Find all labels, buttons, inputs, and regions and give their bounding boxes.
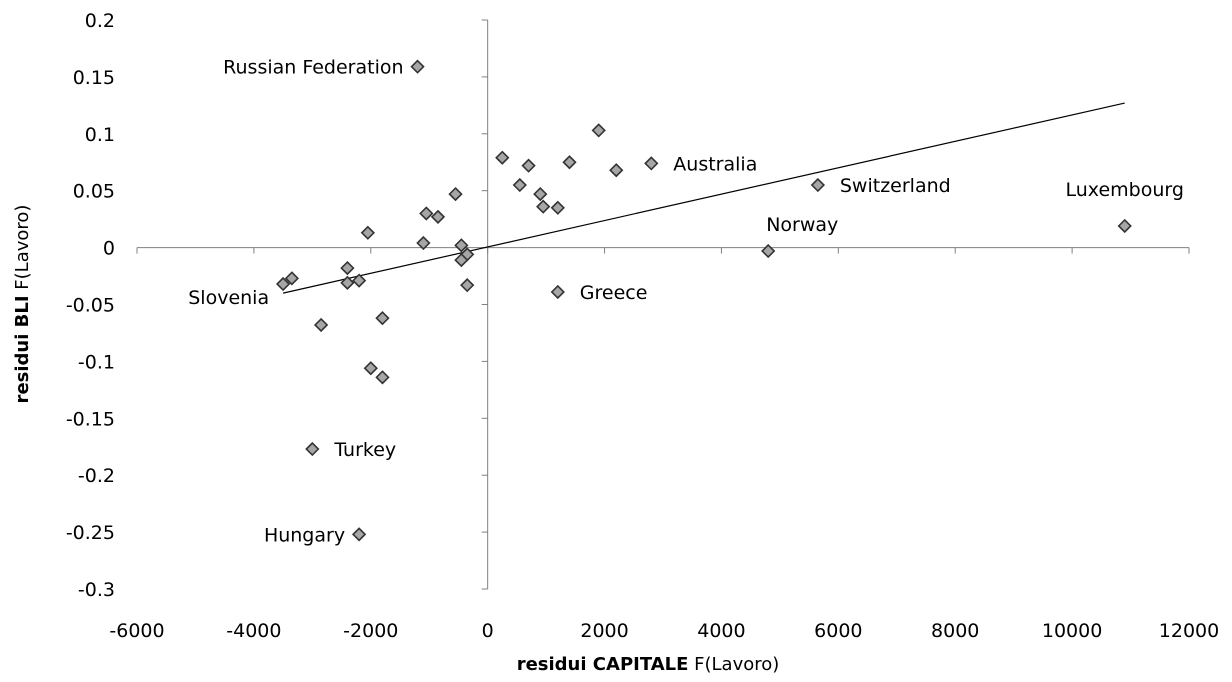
data-point <box>550 200 565 215</box>
x-tick-label: -6000 <box>109 620 164 642</box>
x-axis-title-bold: residui CAPITALE <box>517 654 689 675</box>
y-axis-title: residui BLI F(Lavoro) <box>12 205 33 404</box>
axes <box>136 19 1190 590</box>
tick-labels: 0.2 0.15 0.1 0.05 0 -0.05 -0.1 -0.15 -0.2 -0.25 -0… <box>66 10 1219 642</box>
data-point <box>375 370 390 385</box>
y-axis-title-rest: F(Lavoro) <box>12 205 33 296</box>
x-axis-title: residui CAPITALE F(Lavoro) <box>517 654 780 675</box>
x-axis-title-rest: F(Lavoro) <box>688 654 779 675</box>
data-point <box>275 276 291 292</box>
point-label: Australia <box>673 153 757 175</box>
point-label: Slovenia <box>188 287 269 309</box>
point-label: Russian Federation <box>223 57 403 79</box>
data-point <box>550 284 565 300</box>
data-point <box>761 243 776 259</box>
data-point <box>375 311 390 326</box>
data-point <box>521 158 536 173</box>
y-tick-label: 0 <box>103 238 115 260</box>
x-tick-label: 4000 <box>697 620 745 642</box>
point-label: Hungary <box>264 524 345 546</box>
data-point <box>1117 218 1132 234</box>
x-tick-label: 12000 <box>1159 620 1219 642</box>
point-label: Greece <box>580 282 648 304</box>
point-label: Turkey <box>333 439 396 461</box>
data-point <box>495 150 510 165</box>
x-tick-label: 2000 <box>580 620 628 642</box>
data-point <box>313 317 329 333</box>
y-tick-label: -0.25 <box>66 522 115 544</box>
data-point <box>448 186 463 202</box>
data-point <box>591 123 606 138</box>
data-point <box>363 361 378 376</box>
y-tick-label: -0.3 <box>78 579 115 601</box>
point-label: Norway <box>766 214 838 236</box>
data-point <box>460 278 475 293</box>
data-point <box>419 206 434 221</box>
data-point <box>284 271 300 286</box>
data-point <box>533 186 548 202</box>
data-point <box>351 273 367 288</box>
y-tick-label: 0.1 <box>85 124 115 146</box>
x-tick-label: 6000 <box>814 620 862 642</box>
data-point <box>305 441 320 457</box>
y-tick-label: 0.05 <box>73 181 115 203</box>
trendline <box>282 102 1125 294</box>
data-point <box>562 155 577 170</box>
point-labels: Russian Federation Australia Switzerland Lu… <box>188 57 1184 547</box>
data-point <box>644 156 659 171</box>
data-point <box>340 275 355 291</box>
point-label: Luxembourg <box>1066 179 1184 201</box>
data-point <box>512 177 527 193</box>
y-tick-label: -0.2 <box>78 465 115 487</box>
data-point <box>454 252 469 268</box>
data-point <box>810 177 826 193</box>
x-tick-label: 10000 <box>1042 620 1102 642</box>
data-point <box>340 260 355 276</box>
y-axis-title-bold: residui BLI <box>12 295 33 403</box>
x-tick-label: 0 <box>482 620 494 642</box>
data-point <box>454 238 469 253</box>
point-label: Switzerland <box>840 175 951 197</box>
data-point <box>536 199 551 214</box>
x-tick-label: -2000 <box>343 620 398 642</box>
data-point <box>430 209 446 225</box>
data-point <box>416 235 431 251</box>
data-point <box>410 59 425 74</box>
y-tick-label: -0.15 <box>66 408 115 430</box>
x-tick-label: 8000 <box>931 620 979 642</box>
data-point <box>351 527 367 542</box>
x-tick-label: -4000 <box>226 620 281 642</box>
data-point <box>360 225 375 240</box>
y-tick-label: -0.05 <box>66 295 115 317</box>
data-points <box>275 59 1132 542</box>
data-point <box>609 163 624 178</box>
y-tick-label: -0.1 <box>78 351 115 373</box>
y-tick-label: 0.2 <box>85 10 115 32</box>
y-tick-label: 0.15 <box>73 67 115 89</box>
